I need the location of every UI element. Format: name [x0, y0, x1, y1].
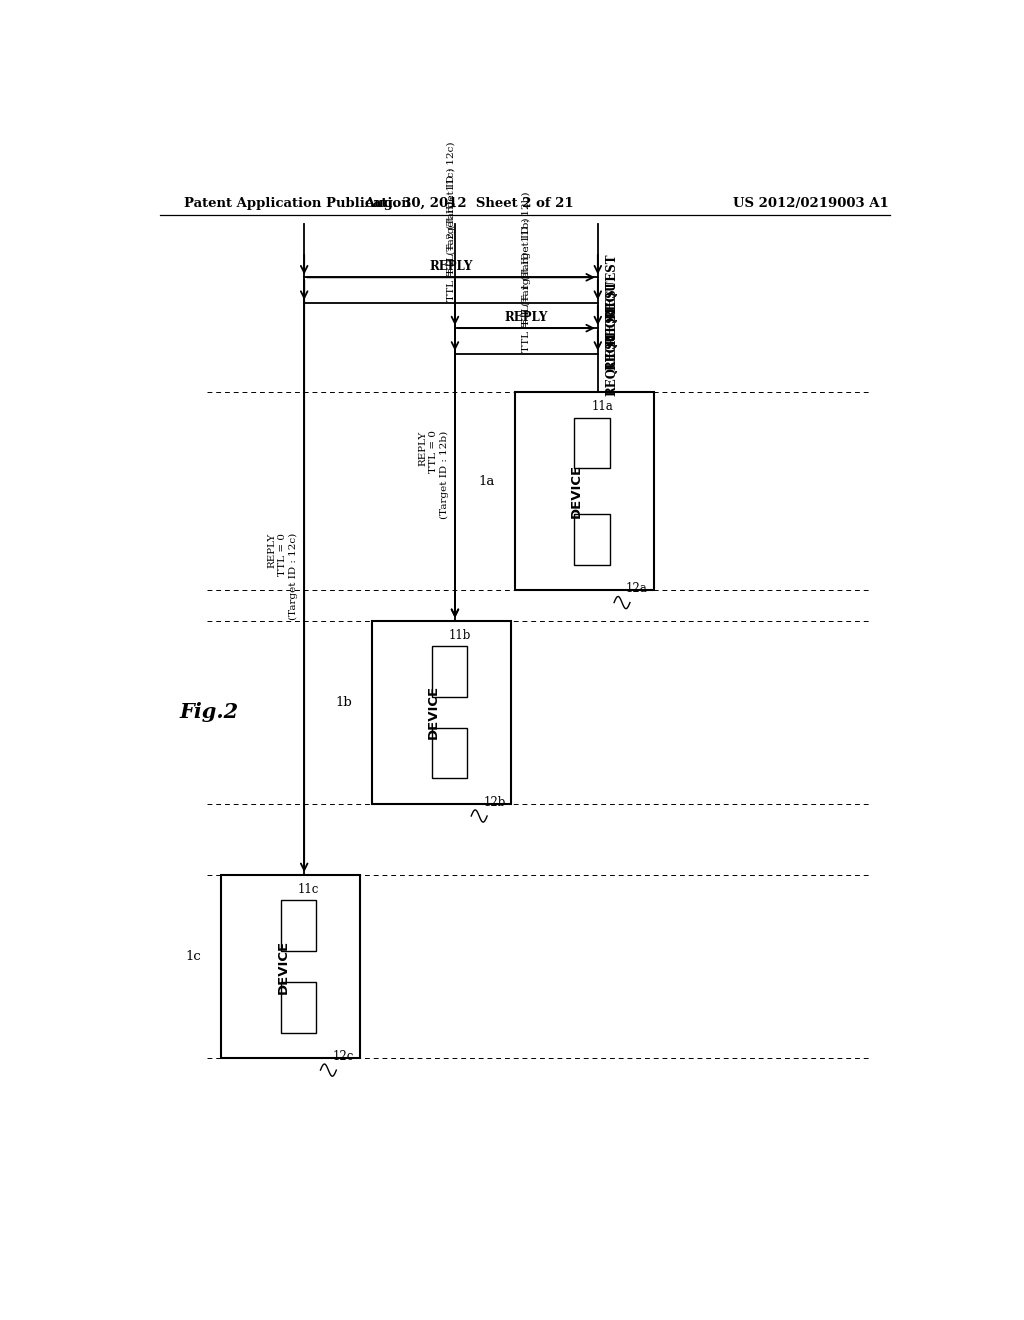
Text: TTL = 2 (Target ID : 11c): TTL = 2 (Target ID : 11c)	[446, 168, 456, 301]
Text: TTL = 1 (Target ID : 11b): TTL = 1 (Target ID : 11b)	[522, 216, 531, 351]
Text: TTL = 1 (Target ID : 12b): TTL = 1 (Target ID : 12b)	[522, 191, 531, 326]
Text: Patent Application Publication: Patent Application Publication	[183, 197, 411, 210]
Text: REPLY
TTL = 0
(Target ID : 12c): REPLY TTL = 0 (Target ID : 12c)	[268, 532, 298, 620]
Text: REQUEST: REQUEST	[606, 330, 618, 396]
Bar	[221, 875, 360, 1057]
Text: DEVICE: DEVICE	[276, 940, 289, 994]
Text: 11b: 11b	[449, 630, 471, 642]
Text: 1b: 1b	[336, 696, 352, 709]
Text: 12c: 12c	[333, 1049, 353, 1063]
Text: US 2012/0219003 A1: US 2012/0219003 A1	[732, 197, 889, 210]
Text: 11a: 11a	[592, 400, 613, 413]
Text: DEVICE: DEVICE	[427, 685, 440, 739]
Bar	[281, 900, 316, 952]
Text: REQUEST: REQUEST	[606, 280, 618, 345]
Bar	[372, 620, 511, 804]
Text: REPLY: REPLY	[505, 312, 548, 325]
Bar	[431, 727, 467, 779]
Bar	[515, 392, 653, 590]
Bar	[431, 647, 467, 697]
Text: Fig.2: Fig.2	[179, 702, 239, 722]
Text: REQUEST: REQUEST	[606, 253, 618, 319]
Text: Aug. 30, 2012  Sheet 2 of 21: Aug. 30, 2012 Sheet 2 of 21	[365, 197, 574, 210]
Text: REPLY: REPLY	[429, 260, 473, 273]
Text: REQUEST: REQUEST	[606, 305, 618, 371]
Text: 1c: 1c	[185, 950, 202, 962]
Text: 1a: 1a	[478, 475, 495, 487]
Text: DEVICE: DEVICE	[570, 465, 583, 519]
Text: TTL = 2 (Target ID : 12c): TTL = 2 (Target ID : 12c)	[446, 141, 456, 276]
Bar	[281, 982, 316, 1032]
Text: 11c: 11c	[298, 883, 319, 896]
Text: 12a: 12a	[626, 582, 648, 595]
Bar	[574, 417, 610, 469]
Text: 12b: 12b	[483, 796, 506, 809]
Bar	[574, 513, 610, 565]
Text: REPLY
TTL = 0
(Target ID : 12b): REPLY TTL = 0 (Target ID : 12b)	[419, 430, 449, 519]
